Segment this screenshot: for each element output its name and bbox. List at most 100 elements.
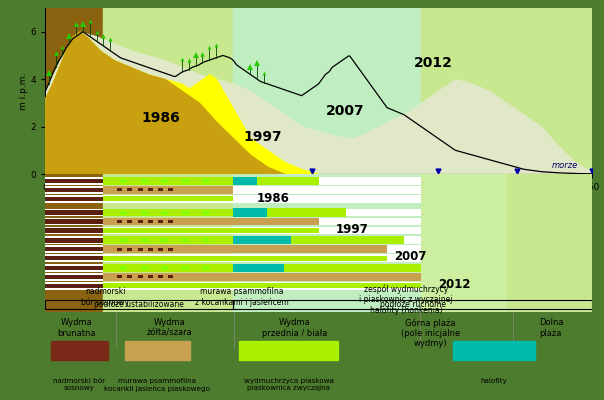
Bar	[284, 264, 404, 272]
Bar	[141, 211, 148, 214]
Bar	[103, 256, 387, 261]
Bar	[45, 188, 103, 192]
Bar	[127, 188, 132, 191]
Bar	[202, 238, 210, 242]
Bar	[202, 266, 210, 270]
Bar	[103, 196, 233, 202]
Text: 1997: 1997	[336, 223, 368, 236]
Text: Wydma
żółta/szara: Wydma żółta/szara	[147, 318, 193, 338]
Bar	[103, 209, 319, 216]
Bar	[117, 220, 122, 223]
Bar	[202, 179, 210, 183]
Bar	[161, 211, 169, 214]
Bar	[233, 300, 592, 309]
Bar	[103, 177, 233, 185]
Bar	[120, 266, 127, 270]
Bar	[169, 248, 173, 251]
Text: Wydma
brunatna: Wydma brunatna	[57, 318, 95, 338]
Bar	[117, 248, 122, 251]
Bar	[45, 210, 103, 215]
Bar	[233, 208, 268, 217]
Bar	[45, 254, 421, 262]
Bar	[138, 220, 143, 223]
Bar	[202, 211, 210, 214]
Bar	[45, 218, 421, 226]
Bar	[45, 284, 103, 288]
Bar	[169, 188, 173, 191]
Bar	[141, 266, 148, 270]
Bar	[291, 236, 404, 244]
Text: murawa psammofilna
z kocankami i jasieńcem: murawa psammofilna z kocankami i jasieńc…	[195, 287, 289, 306]
Bar	[103, 273, 421, 281]
Text: 1986: 1986	[257, 192, 290, 205]
Bar	[141, 179, 148, 183]
Text: 1986: 1986	[141, 111, 180, 125]
Bar	[103, 8, 233, 174]
Bar	[45, 195, 421, 203]
Bar	[182, 238, 189, 242]
Bar	[120, 211, 127, 214]
Bar	[124, 341, 190, 360]
Bar	[169, 275, 173, 278]
Bar	[161, 179, 169, 183]
Bar	[148, 220, 153, 223]
Bar	[138, 275, 143, 278]
Bar	[120, 179, 127, 183]
Bar	[138, 248, 143, 251]
Bar	[45, 228, 103, 233]
Bar	[45, 264, 421, 272]
Bar	[148, 188, 153, 191]
Text: nadmorski
bór sosnowy: nadmorski bór sosnowy	[82, 287, 129, 307]
Bar	[158, 220, 163, 223]
Bar	[158, 188, 163, 191]
Text: Górna plaża
(pole inicjalne
wydmy): Górna plaża (pole inicjalne wydmy)	[401, 318, 460, 348]
Bar	[158, 275, 163, 278]
Bar	[158, 248, 163, 251]
Bar	[45, 282, 421, 290]
Bar	[45, 8, 103, 174]
Bar	[169, 220, 173, 223]
Bar	[117, 188, 122, 191]
Y-axis label: m i.p.m.: m i.p.m.	[19, 72, 28, 110]
Bar	[233, 8, 421, 174]
Text: 2012: 2012	[414, 56, 453, 70]
Bar	[45, 227, 421, 234]
Text: podłoże ruchome: podłoże ruchome	[379, 300, 446, 309]
Text: nadmorski bór
sosnowy: nadmorski bór sosnowy	[53, 378, 105, 391]
Bar	[45, 246, 421, 253]
Bar	[103, 283, 421, 288]
Bar	[45, 196, 103, 201]
Bar	[103, 264, 421, 272]
Bar	[45, 247, 103, 252]
Bar	[141, 238, 148, 242]
Bar	[103, 218, 319, 226]
Bar	[233, 174, 421, 312]
Bar	[117, 275, 122, 278]
Bar	[233, 236, 291, 244]
Text: 1997: 1997	[243, 130, 282, 144]
Bar	[45, 174, 103, 312]
Text: murawa psammofilna
kocankii jasieńca piaskowego: murawa psammofilna kocankii jasieńca pia…	[104, 378, 210, 392]
Bar	[233, 264, 284, 272]
Bar	[45, 300, 233, 309]
Bar	[268, 208, 346, 217]
Bar	[421, 8, 592, 174]
Bar	[127, 248, 132, 251]
Text: 2007: 2007	[326, 104, 364, 118]
Text: zespół wydmuchrzycy
i piaskownic z wyczajnej
halofity (honkenia): zespół wydmuchrzycy i piaskownic z wycza…	[359, 284, 453, 315]
Bar	[148, 275, 153, 278]
Text: podłoże ustabilizowane: podłoże ustabilizowane	[94, 300, 184, 309]
Bar	[45, 177, 421, 185]
Bar	[45, 273, 421, 281]
Text: wydmuchrzyca piaskowa
piaskownica zwyczajna: wydmuchrzyca piaskowa piaskownica zwycza…	[243, 378, 333, 391]
Bar	[182, 266, 189, 270]
Bar	[452, 341, 535, 360]
Bar	[45, 179, 103, 183]
Bar	[182, 211, 189, 214]
Text: halofity: halofity	[480, 378, 507, 384]
Text: 2012: 2012	[438, 278, 471, 291]
Bar	[257, 177, 319, 185]
Bar	[161, 238, 169, 242]
Bar	[45, 209, 421, 216]
Bar	[45, 266, 103, 270]
